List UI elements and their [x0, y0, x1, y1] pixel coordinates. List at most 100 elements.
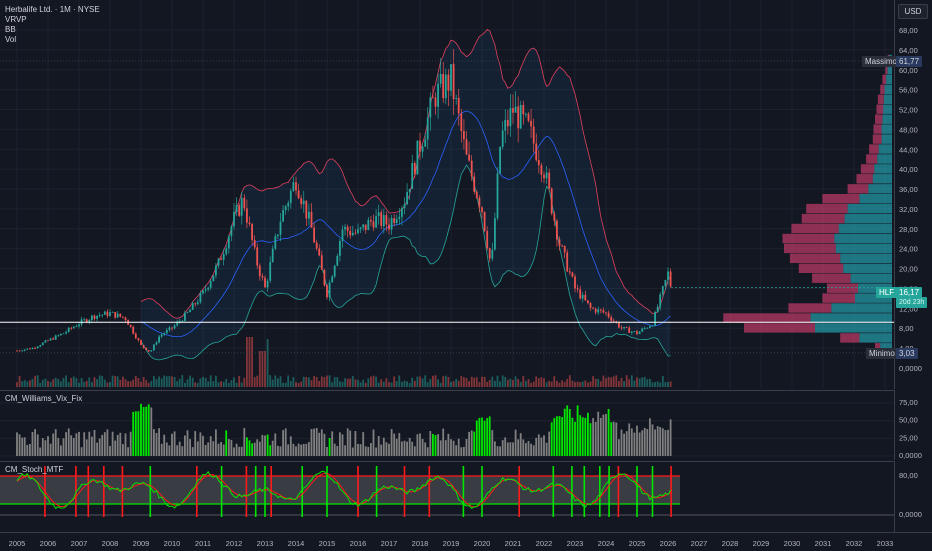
candle-body: [171, 327, 173, 329]
time-axis[interactable]: 2005 2006 2007 2008 2009 2010 2011 2012 2013 2014…: [0, 532, 932, 551]
candle-body: [93, 315, 96, 319]
wvf-bar: [36, 434, 39, 456]
volume-bar: [395, 381, 398, 387]
wvf-bar: [370, 443, 372, 456]
volume-bar: [550, 381, 553, 387]
stoch-title[interactable]: CM_Stoch_MTF: [5, 465, 64, 474]
volume-bar: [630, 375, 633, 387]
wvf-bar: [302, 444, 305, 456]
bb-lower-line: [140, 164, 671, 361]
vp-up-bar: [881, 134, 892, 144]
wvf-bar: [75, 433, 78, 456]
candle-body: [473, 176, 476, 192]
volume-bar: [553, 376, 556, 387]
vp-up-bar: [880, 343, 892, 353]
price-tick-label: 60,00: [899, 66, 918, 75]
wvf-spike-bar: [266, 434, 269, 456]
wvf-bar: [514, 429, 517, 456]
candle-body: [550, 188, 553, 214]
vp-up-bar: [868, 184, 892, 194]
volume-bar: [209, 375, 212, 387]
volume-bar: [238, 375, 241, 387]
symbol-title[interactable]: Herbalife Ltd. · 1M · NYSE: [5, 5, 100, 14]
wvf-bar: [525, 443, 527, 456]
volume-bar: [354, 379, 357, 387]
wvf-bar: [651, 424, 654, 456]
stoch-d-line: [16, 472, 671, 508]
wvf-bar: [527, 441, 530, 456]
wvf-spike-bar: [145, 406, 148, 456]
wvf-bar: [413, 446, 416, 456]
indicator-vrvp[interactable]: VRVP: [5, 15, 27, 24]
wvf-bar: [124, 433, 127, 456]
candle-body: [106, 311, 109, 316]
stoch-axis[interactable]: 80,00 0,0000: [894, 461, 932, 532]
wvf-bar: [395, 438, 398, 456]
candle-body: [556, 220, 558, 240]
volume-bar: [424, 375, 427, 387]
indicator-bb[interactable]: BB: [5, 25, 16, 34]
williams-vix-fix-pane[interactable]: CM_Williams_Vix_Fix: [0, 390, 894, 461]
candle-body: [137, 338, 140, 341]
candle-body: [215, 265, 217, 276]
candle-body: [553, 213, 556, 221]
volume-bar: [380, 379, 383, 387]
volume-bar: [597, 378, 600, 387]
candle-body: [406, 192, 408, 205]
wvf-title[interactable]: CM_Williams_Vix_Fix: [5, 394, 83, 403]
volume-bar: [362, 379, 365, 387]
main-chart-pane[interactable]: Herbalife Ltd. · 1M · NYSE VRVP BB Vol: [0, 0, 894, 389]
stoch-mtf-pane[interactable]: CM_Stoch_MTF: [0, 461, 894, 533]
indicator-vol[interactable]: Vol: [5, 35, 17, 44]
volume-bar: [421, 378, 424, 387]
candle-body: [483, 212, 486, 231]
wvf-bar: [209, 436, 212, 456]
candle-body: [98, 315, 101, 316]
wvf-spike-bar: [434, 435, 437, 456]
wvf-bar: [271, 440, 274, 456]
bb-basis-line: [140, 110, 671, 338]
volume-bar: [279, 376, 282, 387]
volume-bar: [349, 378, 352, 387]
wvf-bar: [83, 432, 86, 456]
volume-bar: [140, 381, 142, 387]
volume-bar: [320, 376, 323, 387]
wvf-bar: [501, 440, 504, 456]
volume-bar: [60, 381, 62, 387]
wvf-spike-bar: [561, 417, 563, 456]
wvf-bar: [168, 445, 171, 456]
vp-up-bar: [877, 154, 892, 164]
wvf-spike-bar: [137, 411, 140, 456]
price-chart[interactable]: [0, 0, 894, 389]
candle-body: [269, 262, 272, 281]
volume-bar: [155, 379, 158, 387]
wvf-bar: [284, 428, 287, 456]
candle-body: [220, 258, 222, 260]
currency-button[interactable]: USD: [898, 4, 928, 19]
candle-body: [618, 322, 620, 328]
wvf-bar: [300, 444, 303, 456]
volume-bar: [165, 376, 168, 387]
candle-body: [558, 239, 561, 246]
time-tick-label: 2030: [784, 539, 801, 548]
volume-bar: [248, 337, 251, 387]
volume-bar: [615, 375, 618, 387]
wvf-bar: [310, 429, 313, 456]
wvf-bar: [34, 429, 36, 456]
wvf-bar: [91, 436, 93, 456]
volume-bar: [537, 378, 540, 387]
candle-body: [21, 350, 24, 352]
candle-body: [362, 224, 365, 228]
volume-bar: [57, 378, 60, 387]
volume-bar: [437, 379, 439, 387]
volume-bar: [455, 378, 458, 387]
vp-up-bar: [859, 333, 892, 343]
wvf-bar: [258, 441, 261, 456]
volume-bar: [323, 377, 326, 387]
candle-body: [460, 113, 463, 131]
volume-bar: [88, 377, 91, 387]
candle-body: [178, 321, 181, 322]
candle-body: [289, 190, 292, 203]
wvf-axis[interactable]: 75,00 50,00 25,00 0,0000: [894, 390, 932, 460]
wvf-bar: [470, 430, 473, 456]
